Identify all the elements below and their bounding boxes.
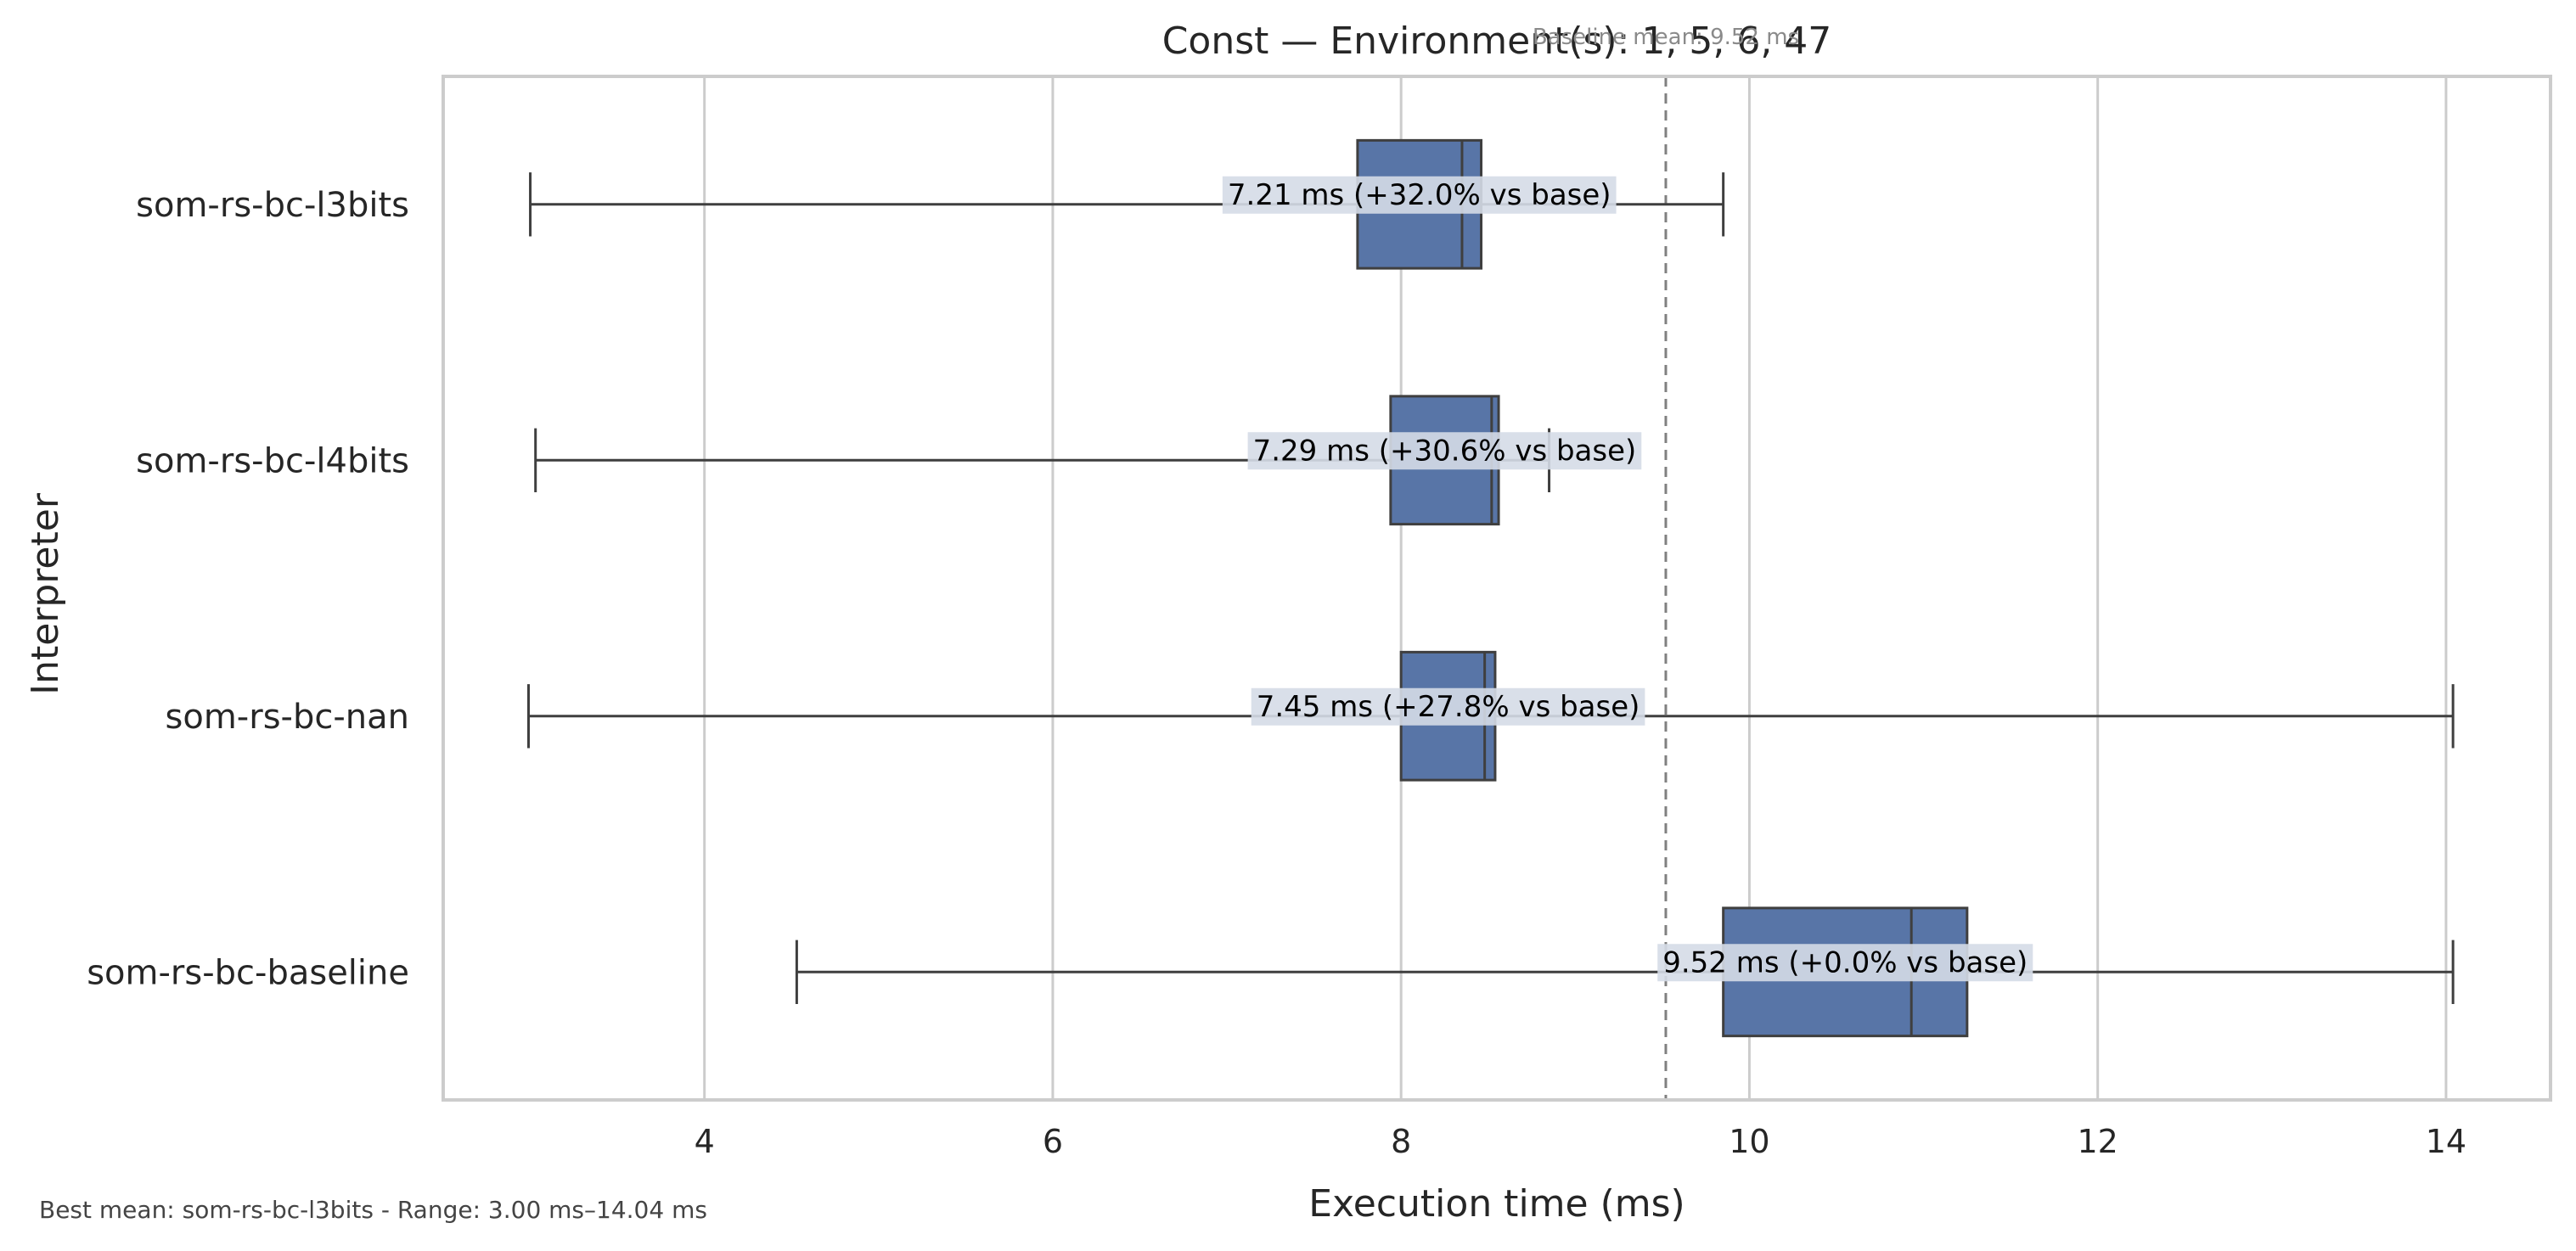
data-label-som-rs-bc-baseline: 9.52 ms (+0.0% vs base) (1657, 944, 2033, 982)
baseline-note: Baseline mean: 9.52 ms (1533, 25, 1799, 50)
data-label-bg-som-rs-bc-baseline (1657, 944, 2033, 982)
data-label-text-som-rs-bc-l3bits: 7.21 ms (+32.0% vs base) (1228, 178, 1611, 212)
data-label-bg-som-rs-bc-l3bits (1222, 176, 1617, 214)
grid-lines (703, 76, 2448, 1100)
data-label-som-rs-bc-l4bits: 7.29 ms (+30.6% vs base) (1247, 432, 1642, 470)
y-tick-label-som-rs-bc-nan: som-rs-bc-nan (166, 698, 409, 737)
data-labels: 7.21 ms (+32.0% vs base) 7.29 ms (+30.6% … (1222, 176, 2033, 982)
y-axis-label: Interpreter (24, 492, 67, 695)
data-label-text-som-rs-bc-nan: 7.45 ms (+27.8% vs base) (1257, 690, 1640, 724)
chart-title: Const — Environment(s): 1, 5, 6, 47 (1162, 20, 1832, 63)
x-axis-label: Execution time (ms) (1308, 1182, 1685, 1226)
data-label-som-rs-bc-l3bits: 7.21 ms (+32.0% vs base) (1222, 176, 1617, 214)
y-tick-label-som-rs-bc-l4bits: som-rs-bc-l4bits (136, 441, 409, 480)
box-som-rs-bc-baseline (795, 906, 2455, 1038)
box-series (527, 138, 2455, 1038)
x-tick-label-6: 6 (1043, 1123, 1063, 1160)
footer-note: Best mean: som-rs-bc-l3bits - Range: 3.0… (39, 1196, 707, 1224)
data-label-som-rs-bc-nan: 7.45 ms (+27.8% vs base) (1251, 687, 1645, 726)
y-tick-label-som-rs-bc-baseline: som-rs-bc-baseline (87, 953, 409, 992)
x-tick-label-8: 8 (1391, 1123, 1411, 1160)
x-tick-label-12: 12 (2077, 1123, 2118, 1160)
data-label-bg-som-rs-bc-l4bits (1247, 432, 1642, 470)
axis-ticks: 4 6 8 10 12 14 som-rs-bc-l3bits som-rs-bc-l4bit… (87, 186, 2466, 1160)
x-tick-label-10: 10 (1729, 1123, 1769, 1160)
data-label-bg-som-rs-bc-nan (1251, 687, 1645, 726)
x-tick-label-4: 4 (695, 1123, 715, 1160)
y-tick-label-som-rs-bc-l3bits: som-rs-bc-l3bits (136, 186, 409, 225)
data-label-text-som-rs-bc-baseline: 9.52 ms (+0.0% vs base) (1662, 945, 2028, 979)
data-label-text-som-rs-bc-l4bits: 7.29 ms (+30.6% vs base) (1253, 434, 1637, 468)
plot-frame (442, 75, 2552, 1102)
x-tick-label-14: 14 (2426, 1123, 2466, 1160)
